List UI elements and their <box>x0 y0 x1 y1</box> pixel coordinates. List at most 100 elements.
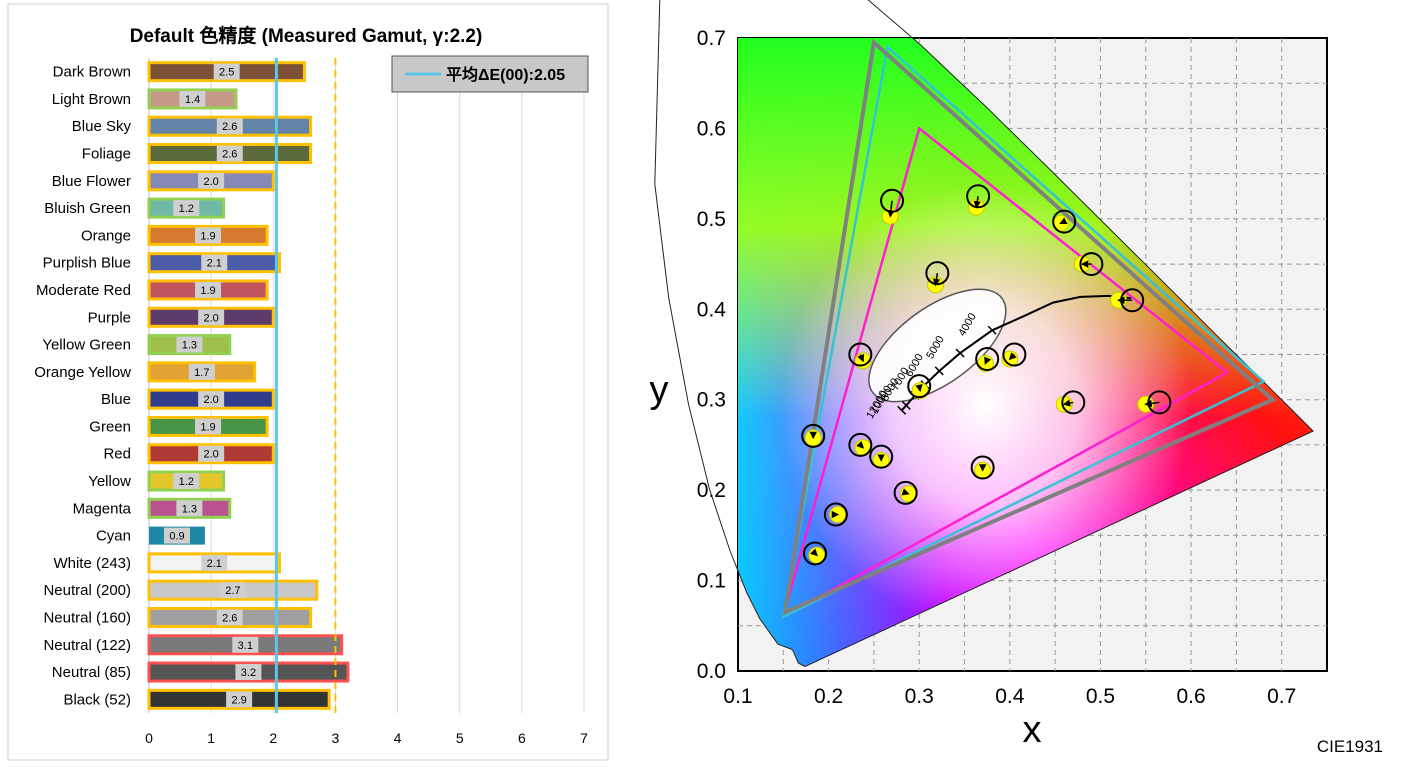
y-tick-label: 0.4 <box>697 298 727 321</box>
data-label-bg <box>188 363 215 380</box>
data-label: 2.6 <box>222 121 237 133</box>
bar-group: 1.9 <box>147 279 269 301</box>
reference-lines <box>274 58 337 713</box>
data-label-bg <box>173 200 200 217</box>
cie-subtitle: CIE1931 <box>1317 737 1383 756</box>
category-label: White (243) <box>53 555 131 572</box>
y-tick-label: 0.6 <box>697 117 726 140</box>
data-label-bg <box>195 227 222 244</box>
gamut-triangle-srgb <box>781 126 1230 620</box>
data-label: 1.2 <box>179 203 194 215</box>
patch-marker <box>848 432 873 457</box>
category-label: Foliage <box>82 146 131 163</box>
bar-group: 2.0 <box>147 170 275 192</box>
error-arrow <box>915 384 923 393</box>
category-label: Neutral (122) <box>43 637 131 654</box>
target-point <box>1061 390 1086 415</box>
error-arrow <box>1062 399 1074 407</box>
data-label: 1.9 <box>200 230 215 242</box>
patch-marker <box>880 188 905 225</box>
patch-marker <box>1052 209 1077 234</box>
legend-label: 平均ΔE(00):2.05 <box>446 65 565 84</box>
y-tick-label: 0.7 <box>697 27 726 50</box>
y-tick-label: 0.2 <box>697 479 726 502</box>
data-label: 3.1 <box>238 640 253 652</box>
data-label: 1.9 <box>200 421 215 433</box>
x-tick-label: 0.4 <box>995 685 1025 708</box>
x-tick-label: 0.6 <box>1176 685 1205 708</box>
delta-e-bar-chart-panel: Default 色精度 (Measured Gamut, γ:2.2) 2.5 1… <box>0 0 610 765</box>
error-arrow <box>973 196 982 209</box>
cie-chromaticity-panel: 4000 5000 6000 7000 8000 10000 12000 0.1 0.2 0.3… <box>615 0 1411 765</box>
patch-marker <box>966 184 991 216</box>
category-label: Orange <box>81 227 131 244</box>
x-tick-label: 0.5 <box>1086 685 1115 708</box>
x-tick-label: 1 <box>207 730 215 746</box>
bar-chart-title: Default 色精度 (Measured Gamut, γ:2.2) <box>130 24 483 47</box>
bar-group: 1.2 <box>147 197 226 219</box>
data-label-bg <box>198 309 225 326</box>
category-label: Orange Yellow <box>34 364 131 381</box>
delta-e-bar-chart: Default 色精度 (Measured Gamut, γ:2.2) 2.5 1… <box>7 3 609 761</box>
bar-group: 2.1 <box>147 252 281 274</box>
bar-group: 1.7 <box>147 361 257 383</box>
category-label: Purple <box>88 309 131 326</box>
data-label: 2.1 <box>207 558 222 570</box>
target-point <box>1052 209 1077 234</box>
target-point <box>975 347 1000 372</box>
data-label-bg <box>235 664 262 681</box>
data-label-bg <box>195 281 222 298</box>
data-label-bg <box>198 172 225 189</box>
target-point <box>869 444 894 469</box>
gamut-triangles <box>781 38 1277 620</box>
x-tick-label: 7 <box>580 730 588 746</box>
bar-group: 1.9 <box>147 224 269 246</box>
patch-marker <box>803 541 828 566</box>
x-tick-label: 4 <box>394 730 402 746</box>
patch-marker <box>848 342 873 370</box>
bar-group: 2.0 <box>147 388 275 410</box>
y-tick-label: 0.5 <box>697 208 726 231</box>
data-label-bg <box>163 527 190 544</box>
x-tick-label: 5 <box>456 730 464 746</box>
data-label: 1.4 <box>185 94 200 106</box>
measured-point <box>829 506 847 524</box>
x-tick-label: 0.7 <box>1267 685 1296 708</box>
category-label: Blue Flower <box>52 173 131 190</box>
bar-group: 3.2 <box>147 661 350 683</box>
category-label: Yellow Green <box>42 337 131 354</box>
cct-tick <box>987 325 997 335</box>
target-point <box>1002 342 1027 367</box>
data-label: 2.0 <box>203 312 218 324</box>
target-point <box>801 423 826 448</box>
error-arrow <box>1059 217 1068 225</box>
bar-group: 1.9 <box>147 415 269 437</box>
data-label-bg <box>232 636 259 653</box>
data-label-bg <box>216 145 243 162</box>
category-label: Neutral (200) <box>43 582 131 599</box>
axis-ticks: 0.1 0.2 0.3 0.4 0.5 0.6 0.70.00.10.20.30.40.50… <box>697 27 1296 708</box>
target-point <box>848 342 873 367</box>
patch-marker <box>1073 252 1104 277</box>
error-arrow <box>857 353 865 363</box>
data-label-bg <box>216 118 243 135</box>
cct-tick <box>955 348 965 358</box>
category-labels: Dark Brown Light Brown Blue Sky Foliage Blue… <box>34 64 131 709</box>
target-point <box>803 541 828 566</box>
x-tick-label: 0.3 <box>905 685 934 708</box>
error-arrow <box>809 548 818 557</box>
patch-marker <box>970 455 995 480</box>
category-label: Purplish Blue <box>43 255 131 272</box>
bar-group: 0.9 <box>149 526 205 545</box>
error-arrow <box>1144 399 1160 408</box>
patch-marker <box>907 374 932 400</box>
data-label: 2.9 <box>231 694 246 706</box>
bar-group: 1.3 <box>147 497 232 519</box>
patch-marker <box>1137 390 1172 415</box>
patch-marker <box>893 480 918 505</box>
x-tick-label: 0.1 <box>723 685 752 708</box>
bar-group: 2.6 <box>147 115 313 137</box>
category-label: Bluish Green <box>44 200 131 217</box>
data-label-bg <box>198 391 225 408</box>
